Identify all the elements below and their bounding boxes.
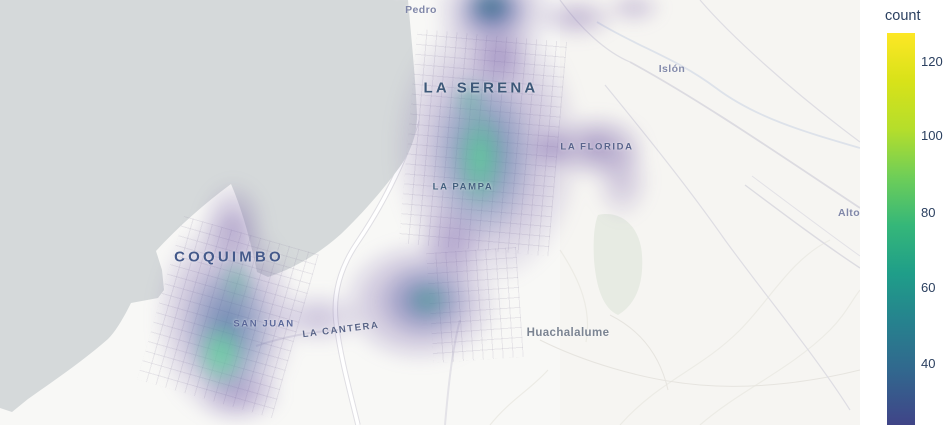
label-la-serena: LA SERENA — [423, 79, 539, 97]
colorbar-tick-60: 60 — [921, 280, 936, 295]
label-islon: Islón — [658, 63, 686, 75]
label-la-pampa: LA PAMPA — [432, 181, 494, 193]
colorbar — [887, 33, 915, 425]
colorbar-tick-120: 120 — [921, 54, 943, 69]
colorbar-tick-100: 100 — [921, 128, 943, 143]
label-huachalalume: Huachalalume — [526, 327, 610, 339]
map-canvas[interactable]: Caleta San Pedro LA SERENA Islón LA FLOR… — [0, 0, 860, 425]
colorbar-tick-80: 80 — [921, 205, 936, 220]
label-alto: Alto — [838, 207, 860, 219]
street-grid-laserena — [398, 28, 568, 257]
label-caleta-san-pedro-line1: Caleta San — [393, 0, 451, 2]
colorbar-gradient — [887, 33, 915, 425]
street-grid-lapampa — [426, 246, 524, 364]
colorbar-tick-40: 40 — [921, 356, 936, 371]
colorbar-title: count — [885, 8, 921, 24]
terrain-tint — [560, 0, 860, 425]
label-coquimbo: COQUIMBO — [174, 248, 284, 266]
label-la-florida: LA FLORIDA — [560, 141, 634, 153]
label-caleta-san-pedro-line2: Pedro — [405, 4, 437, 16]
label-san-juan: SAN JUAN — [233, 318, 295, 330]
